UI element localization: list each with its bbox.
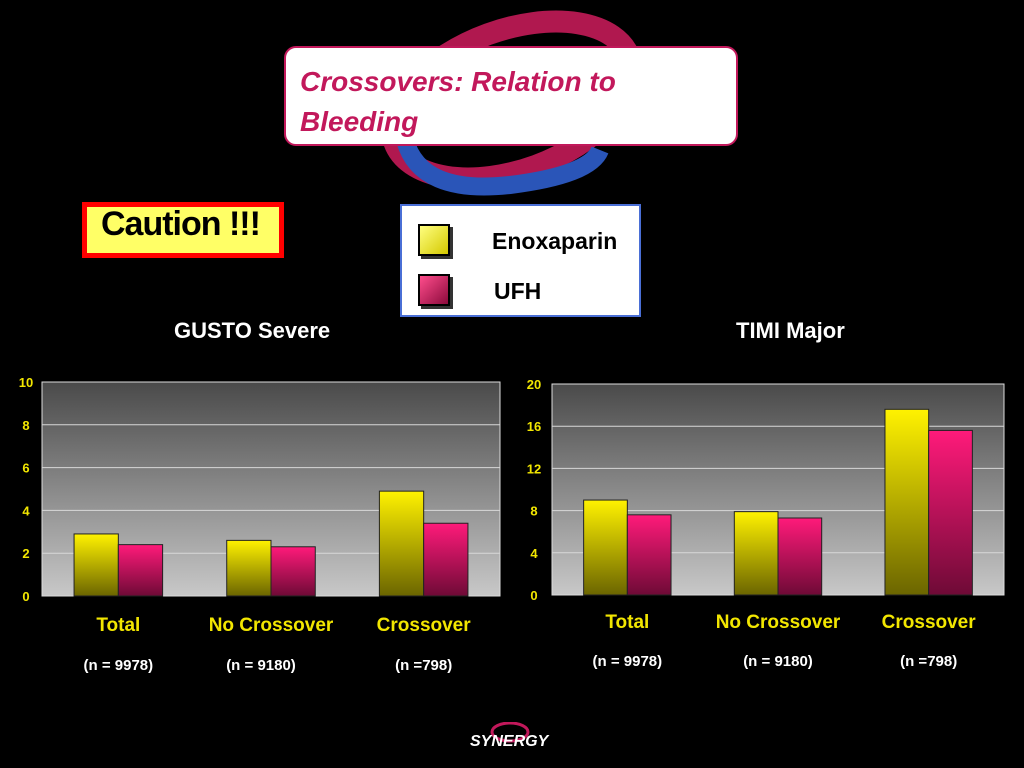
svg-text:SYNERGY: SYNERGY (470, 733, 550, 750)
y-tick-label-0-0: 0 (22, 589, 29, 604)
bar-1-2-0 (884, 408, 930, 596)
category-sublabel-0-2: (n =798) (395, 657, 452, 674)
caution-text: Caution !!! (101, 205, 261, 243)
title-box: Crossovers: Relation to Bleeding (284, 46, 738, 146)
category-sublabel-1-2: (n =798) (900, 653, 957, 670)
bar-0-1-1 (270, 546, 316, 597)
y-tick-label-1-8: 8 (530, 504, 537, 519)
bar-1-1-0 (733, 511, 779, 596)
legend-item-enoxaparin: Enoxaparin (418, 222, 628, 262)
bar-0-0-0 (73, 533, 119, 597)
chart-title-gusto: GUSTO Severe (174, 318, 331, 343)
caution-badge: Caution !!! (82, 202, 284, 258)
synergy-logo: SYNERGY (470, 722, 550, 750)
category-sublabel-1-1: (n = 9180) (743, 653, 813, 670)
y-tick-label-1-20: 20 (527, 377, 541, 392)
bar-1-2-1 (928, 429, 973, 596)
category-label-0-1: No Crossover (209, 615, 334, 636)
bar-1-1-1 (777, 517, 823, 596)
legend-item-ufh: UFH (418, 272, 628, 312)
bar-1-0-0 (583, 499, 628, 596)
bar-0-0-1 (117, 544, 164, 597)
bar-0-2-0 (378, 490, 425, 597)
legend-swatch-ufh (418, 274, 450, 306)
category-label-1-1: No Crossover (716, 612, 841, 633)
category-sublabel-0-0: (n = 9978) (84, 657, 154, 674)
slide-title: Crossovers: Relation to Bleeding (300, 66, 616, 137)
y-tick-label-1-0: 0 (530, 588, 537, 603)
y-tick-label-0-8: 8 (22, 418, 29, 433)
category-sublabel-0-1: (n = 9180) (226, 657, 296, 674)
legend-swatch-enoxaparin (418, 224, 450, 256)
y-tick-label-1-12: 12 (527, 461, 541, 476)
y-tick-label-0-4: 4 (22, 503, 30, 518)
bar-0-2-1 (423, 522, 469, 597)
chart-legend: Enoxaparin UFH (400, 204, 641, 317)
bar-0-1-0 (226, 539, 272, 597)
category-sublabel-1-0: (n = 9978) (593, 653, 663, 670)
category-label-1-0: Total (605, 612, 649, 633)
y-tick-label-0-2: 2 (22, 546, 29, 561)
category-label-0-0: Total (96, 615, 140, 636)
bar-1-0-1 (626, 514, 672, 596)
y-tick-label-1-4: 4 (530, 546, 538, 561)
chart-title-timi: TIMI Major (736, 318, 845, 343)
y-tick-label-1-16: 16 (527, 419, 541, 434)
legend-label-ufh: UFH (494, 278, 542, 304)
y-tick-label-0-6: 6 (22, 461, 29, 476)
category-label-0-2: Crossover (377, 615, 472, 636)
legend-label-enoxaparin: Enoxaparin (492, 228, 618, 254)
y-tick-label-0-10: 10 (19, 375, 33, 390)
category-label-1-2: Crossover (882, 612, 977, 633)
